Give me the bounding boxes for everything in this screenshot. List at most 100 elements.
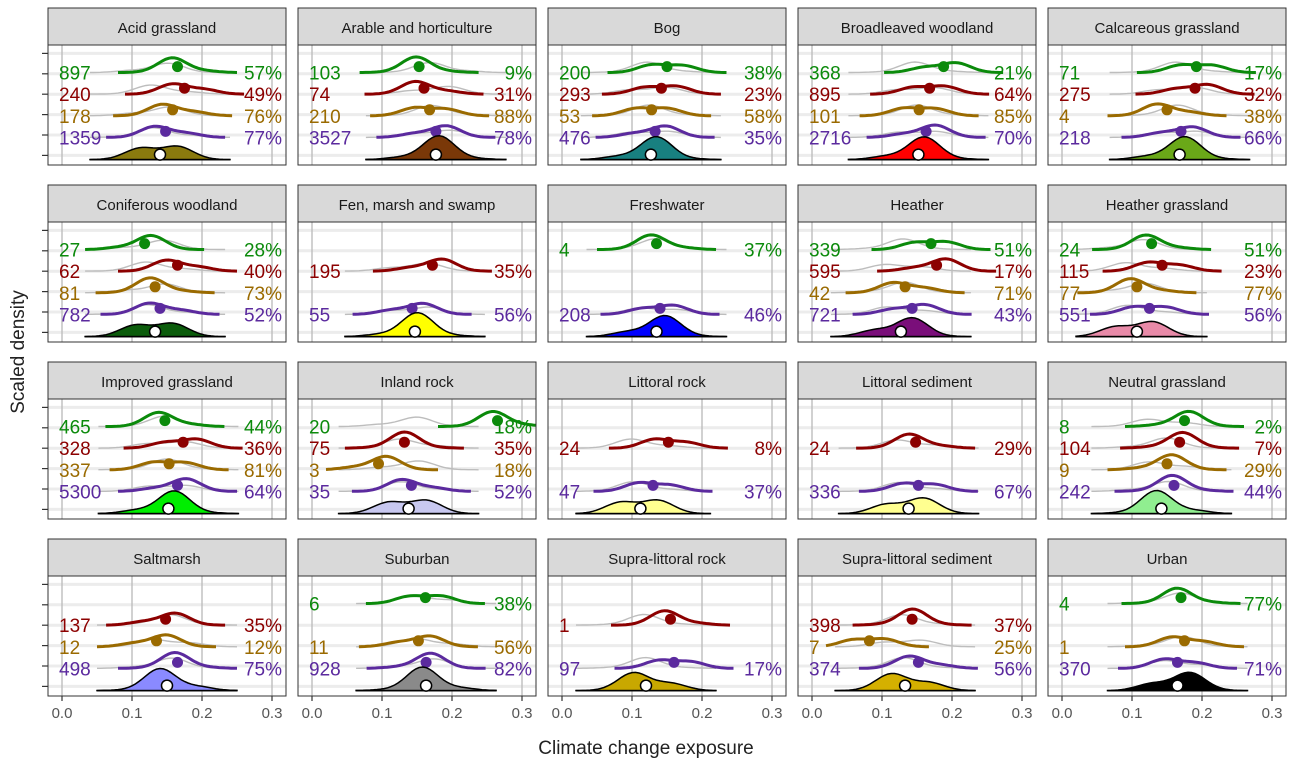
percent-label: 35% [244, 616, 282, 637]
panel-border [297, 575, 537, 697]
density-curve [118, 650, 238, 670]
reference-density-curve [848, 61, 989, 74]
panel-border [47, 221, 287, 343]
count-label: 498 [59, 659, 91, 680]
mean-point [492, 415, 503, 427]
panel-border [297, 221, 537, 343]
mean-point [647, 479, 659, 491]
percent-label: 51% [1244, 241, 1282, 262]
facet-title: Saltmarsh [133, 551, 201, 568]
percent-label: 75% [244, 659, 282, 680]
count-label: 4 [559, 241, 570, 262]
count-label: 476 [559, 128, 591, 149]
percent-label: 64% [244, 482, 282, 503]
facet-title: Broadleaved woodland [841, 20, 994, 37]
mean-point [430, 125, 442, 137]
percent-label: 40% [244, 262, 282, 283]
overall-mean-point [1171, 679, 1184, 692]
percent-label: 56% [494, 305, 532, 326]
mean-point [661, 61, 673, 73]
facet-title: Inland rock [380, 374, 454, 391]
mean-point [654, 302, 666, 314]
count-label: 27 [59, 241, 80, 262]
mean-point [177, 436, 189, 448]
percent-label: 44% [1244, 482, 1282, 503]
overall-mean-point [1173, 148, 1186, 161]
count-label: 368 [809, 64, 841, 85]
facet-title: Littoral sediment [862, 374, 973, 391]
panel-border [1047, 44, 1287, 166]
percent-label: 51% [994, 241, 1032, 262]
count-label: 210 [309, 107, 341, 128]
percent-label: 38% [1244, 107, 1282, 128]
panel-border [797, 575, 1037, 697]
percent-label: 28% [244, 241, 282, 262]
mean-point [662, 436, 674, 448]
mean-point [1144, 302, 1155, 314]
panel-border [1047, 398, 1287, 520]
panel-background [548, 576, 786, 696]
facet-panel: Improved grassland 465 44% 328 36% 337 81% 5300… [42, 361, 287, 520]
mean-point [1172, 656, 1183, 668]
percent-label: 36% [244, 439, 282, 460]
percent-label: 58% [744, 107, 782, 128]
count-label: 337 [59, 461, 91, 482]
count-label: 336 [809, 482, 841, 503]
facet-panel: Coniferous woodland 27 28% 62 40% 81 73% 782 52% [42, 184, 287, 343]
percent-label: 88% [494, 107, 532, 128]
density-curve [325, 454, 438, 472]
facet-title: Suburban [384, 551, 449, 568]
mean-point [665, 613, 676, 625]
reference-density-curve [576, 656, 716, 669]
percent-label: 77% [1244, 595, 1282, 616]
facet-panel: Arable and horticulture 103 9% 74 31% 210 88% 3… [297, 7, 537, 166]
count-label: 8 [1059, 418, 1070, 439]
count-label: 721 [809, 305, 841, 326]
density-curve [856, 432, 976, 450]
facet-panel: Freshwater 4 37% 208 46% [547, 184, 787, 343]
overall-mean-point [160, 679, 174, 692]
percent-label: 67% [994, 482, 1032, 503]
count-label: 62 [59, 262, 80, 283]
mean-point [163, 458, 175, 470]
facet-title: Coniferous woodland [97, 197, 238, 214]
panel-border [1047, 221, 1287, 343]
count-label: 782 [59, 305, 91, 326]
count-label: 115 [1059, 262, 1089, 283]
percent-label: 37% [994, 616, 1032, 637]
mean-point [419, 592, 431, 604]
mean-point [167, 104, 179, 116]
density-curve [95, 276, 215, 295]
mean-point [160, 613, 172, 625]
count-label: 242 [1059, 482, 1091, 503]
reference-density-curve [830, 238, 971, 251]
percent-label: 32% [1244, 85, 1282, 106]
overall-mean-point [429, 148, 443, 161]
percent-label: 71% [994, 284, 1032, 305]
facet-title: Calcareous grassland [1094, 20, 1239, 37]
count-label: 20 [309, 418, 330, 439]
density-curve [344, 430, 464, 450]
x-tick-label: 0.3 [762, 705, 783, 722]
percent-label: 35% [494, 439, 532, 460]
x-tick-label: 0.1 [1122, 705, 1143, 722]
facet-title: Bog [654, 20, 681, 37]
mean-point [1190, 61, 1202, 73]
x-tick-label: 0.0 [302, 705, 323, 722]
count-label: 35 [309, 482, 330, 503]
x-tick-label: 0.2 [1192, 705, 1213, 722]
mean-point [159, 415, 171, 427]
facet-title: Fen, marsh and swamp [339, 197, 496, 214]
percent-label: 78% [494, 128, 532, 149]
count-label: 595 [809, 262, 841, 283]
percent-label: 71% [1244, 659, 1282, 680]
facet-strip [797, 538, 1037, 577]
reference-density-curve [1075, 262, 1207, 272]
percent-label: 73% [244, 284, 282, 305]
facet-strip [1047, 361, 1287, 400]
percent-label: 23% [744, 85, 782, 106]
facet-panel: Fen, marsh and swamp 195 35% 55 56% [297, 184, 537, 343]
x-tick-label: 0.0 [52, 705, 73, 722]
